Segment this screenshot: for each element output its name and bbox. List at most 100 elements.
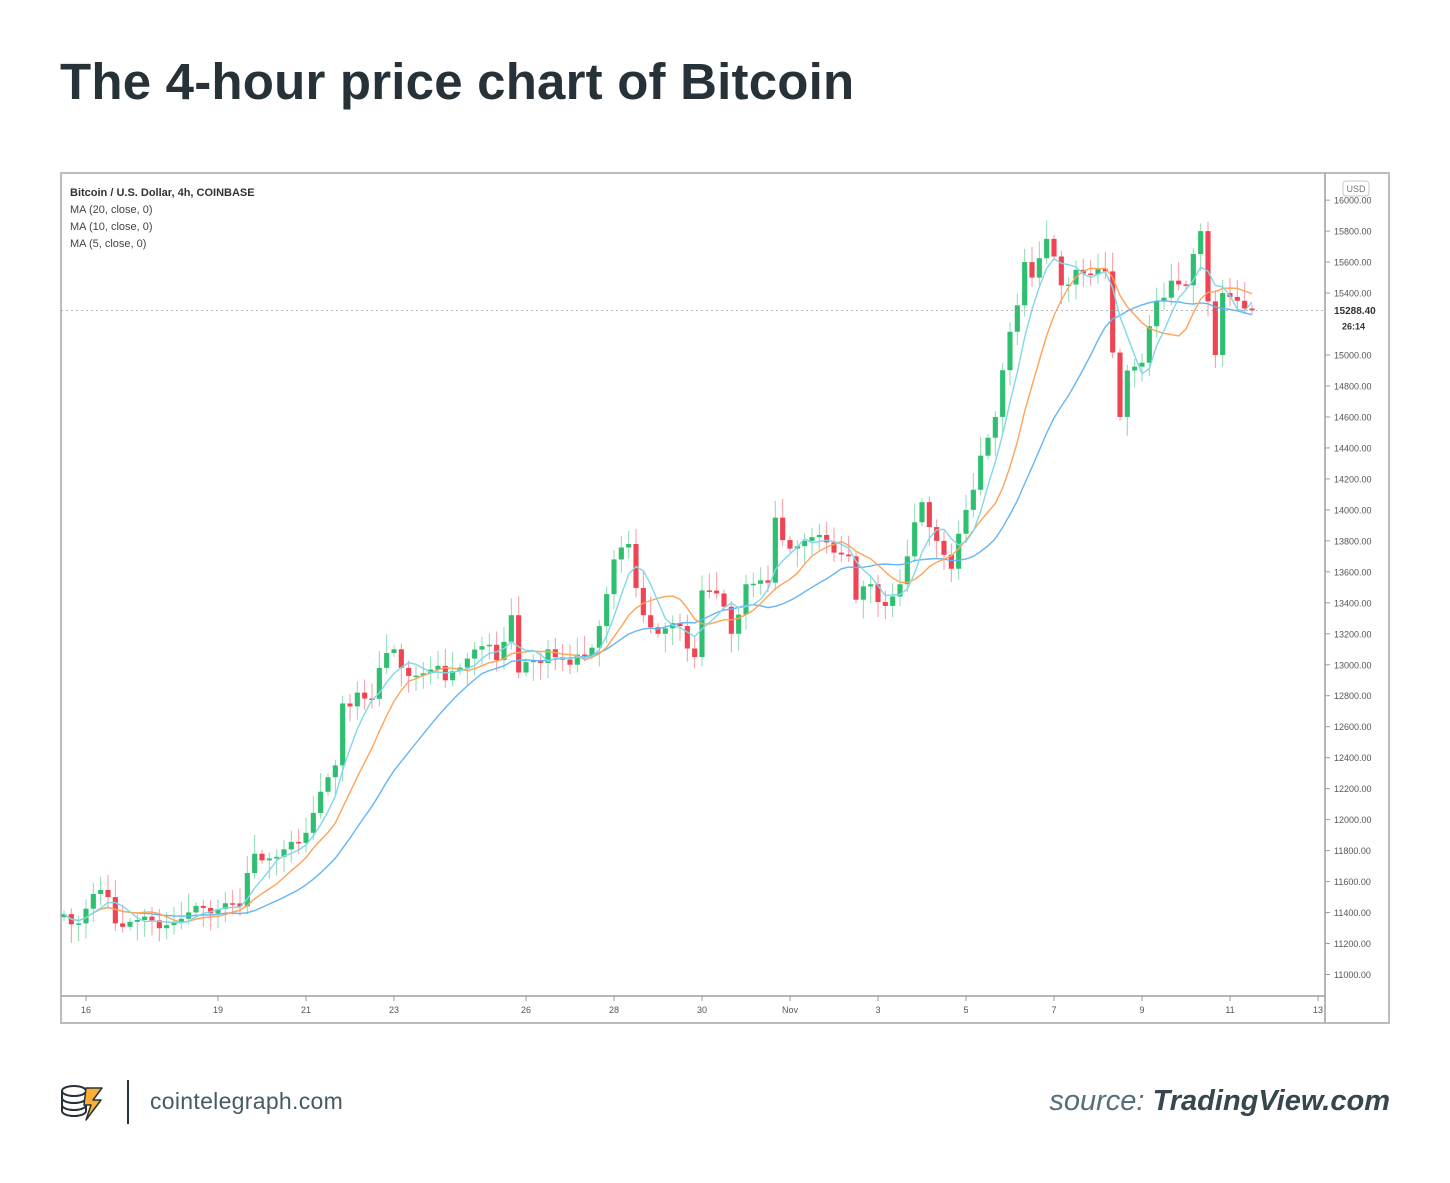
candle-body [567,659,573,665]
candle-body [384,652,390,668]
candle-body [1036,258,1042,278]
price-axis[interactable]: 16000.00 15800.00 15600.00 15400.00 15000.00… [1325,196,1372,980]
candle-body [904,556,910,585]
candle-body [963,509,969,534]
candle-body [860,586,866,600]
ma20-line [63,300,1253,922]
footer-site-link[interactable]: cointelegraph.com [150,1088,344,1114]
candle-body [1212,301,1218,356]
y-tick-label: 13600.00 [1334,567,1372,577]
candle-body [692,648,698,658]
candle-body [1095,268,1101,275]
y-tick-label: 11600.00 [1334,877,1371,887]
candle-body [948,554,954,569]
candle-body [266,858,272,861]
candle-body [120,923,126,927]
candle-body [1139,362,1145,367]
y-tick-label: 16000.00 [1334,196,1372,206]
candle-body [970,489,976,510]
x-tick-label: 19 [213,1005,223,1015]
candle-body [296,841,302,844]
candle-body [472,649,478,659]
candle-body [1044,238,1050,259]
candle-body [340,703,346,766]
y-tick-label: 13000.00 [1334,660,1372,670]
candle-body [479,646,485,650]
candle-body [1168,280,1174,298]
candle-body [530,660,536,663]
candle-body [589,647,595,656]
candle-body [208,907,214,914]
candle-body [486,644,492,647]
y-tick-label: 15400.00 [1334,289,1372,299]
candle-body [1007,331,1013,371]
page-title: The 4-hour price chart of Bitcoin [60,53,855,110]
y-tick-label: 12800.00 [1334,691,1372,701]
candle-body [838,552,844,555]
currency-badge[interactable]: USD [1342,180,1370,197]
candle-body [354,692,360,707]
candle-body [450,670,456,681]
y-tick-label: 14800.00 [1334,381,1372,391]
candle-body [398,649,404,668]
y-tick-label: 15000.00 [1334,351,1372,361]
time-axis[interactable]: 16 19 21 23 26 28 30 Nov 3 5 7 9 11 13 [81,996,1323,1015]
candle-body [677,623,683,627]
candle-body [1124,370,1130,417]
candle-body [1154,300,1160,327]
candle-body [868,584,874,587]
candle-body [714,590,720,594]
x-tick-label: 13 [1313,1005,1323,1015]
moving-averages-layer [63,257,1253,924]
candle-body [640,587,646,616]
candle-body [736,614,742,634]
candle-body [428,669,434,674]
candle-body [611,559,617,595]
cointelegraph-logo-icon [61,1085,103,1121]
candle-body [90,893,96,909]
candlestick-chart[interactable]: 16000.00 15800.00 15600.00 15400.00 15000.00… [60,172,1390,1024]
candle-body [897,584,903,597]
candle-body [1220,293,1226,356]
candle-body [310,812,316,833]
candle-body [435,665,441,670]
candle-body [831,542,837,553]
candle-body [1176,280,1182,285]
candle-body [244,873,250,907]
candle-body [318,791,324,813]
candle-body [83,908,89,924]
x-tick-label: 9 [1139,1005,1144,1015]
candle-body [523,662,529,673]
candle-body [1146,326,1152,363]
candle-body [934,527,940,541]
candle-body [853,556,859,600]
chart-panel[interactable]: 16000.00 15800.00 15600.00 15400.00 15000.00… [60,172,1390,1024]
y-tick-label: 12200.00 [1334,784,1372,794]
x-tick-label: 26 [521,1005,531,1015]
candle-body [1022,262,1028,306]
footer-divider [127,1080,129,1124]
legend-ma20: MA (20, close, 0) [70,204,153,216]
y-tick-label: 14400.00 [1334,443,1372,453]
candle-body [875,584,881,603]
y-tick-label: 12600.00 [1334,722,1372,732]
candle-body [1066,284,1072,287]
candle-body [376,667,382,699]
candle-body [149,916,155,921]
candle-body [406,667,412,676]
x-tick-label: Nov [782,1005,799,1015]
source-link[interactable]: TradingView.com [1152,1085,1390,1117]
candle-body [105,889,111,898]
candle-body [626,543,632,548]
candle-body [956,533,962,569]
candle-body [281,849,287,857]
candle-body [787,540,793,549]
candle-body [332,765,338,778]
x-tick-label: 30 [697,1005,707,1015]
candle-body [1014,305,1020,332]
y-tick-label: 12400.00 [1334,753,1372,763]
candle-body [846,554,852,557]
candle-body [112,897,118,924]
candle-body [1110,271,1116,353]
legend-ma5: MA (5, close, 0) [70,238,146,250]
